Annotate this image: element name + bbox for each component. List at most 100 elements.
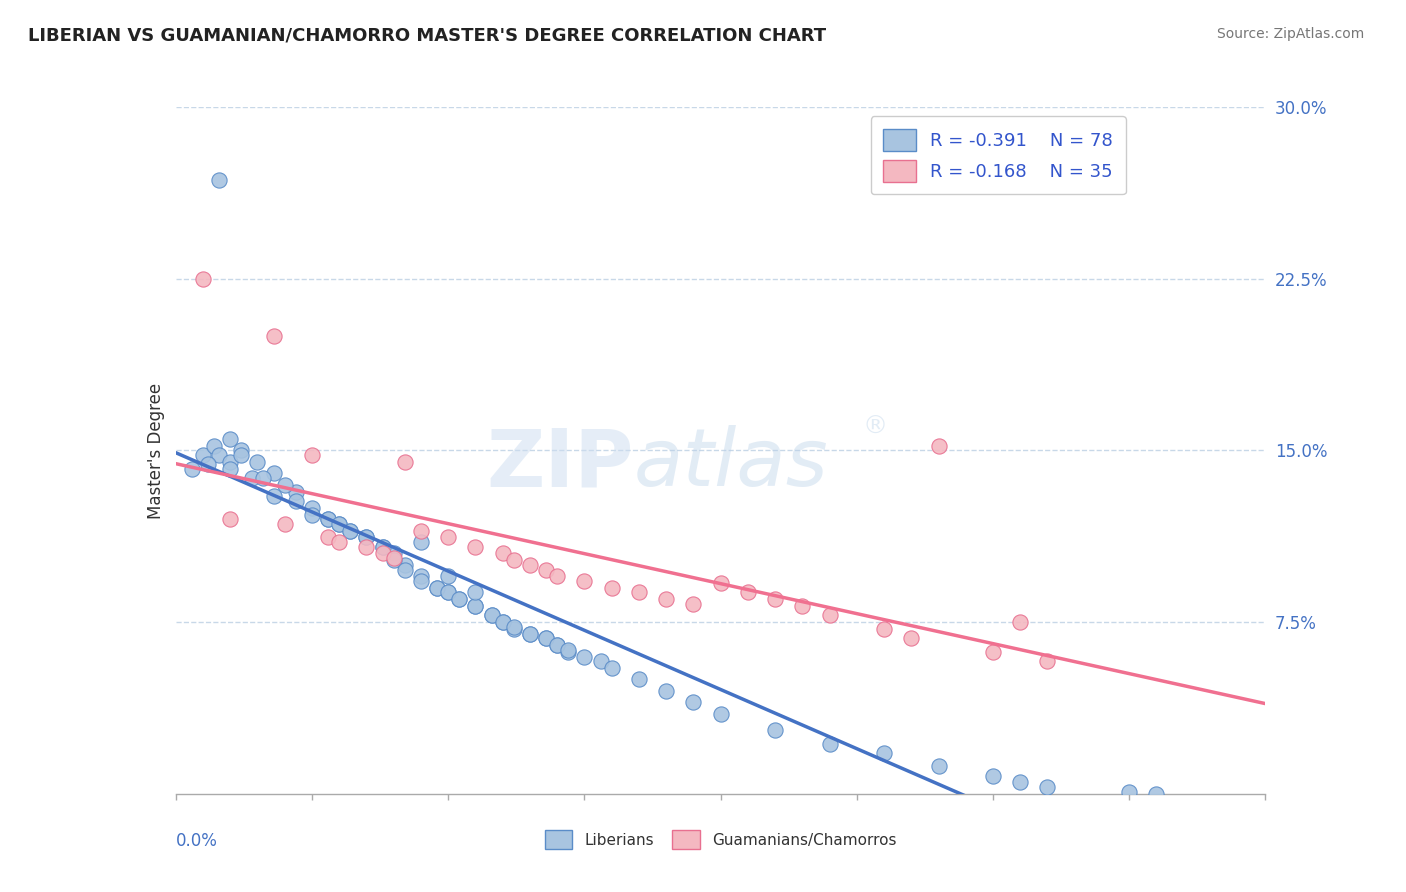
Point bbox=[219, 455, 242, 469]
Point bbox=[981, 645, 1004, 659]
Point bbox=[464, 585, 486, 599]
Point bbox=[682, 597, 704, 611]
Point bbox=[240, 471, 263, 485]
Point bbox=[371, 540, 394, 554]
Point bbox=[464, 540, 486, 554]
Point bbox=[574, 649, 596, 664]
Point bbox=[655, 592, 678, 607]
Point bbox=[534, 631, 557, 645]
Point bbox=[181, 462, 204, 476]
Point bbox=[574, 574, 596, 588]
Point bbox=[534, 631, 557, 645]
Point bbox=[763, 592, 786, 607]
Point bbox=[818, 737, 841, 751]
Point bbox=[682, 695, 704, 709]
Point bbox=[481, 608, 503, 623]
Point bbox=[191, 271, 214, 285]
Point bbox=[231, 443, 253, 458]
Point bbox=[981, 768, 1004, 782]
Point bbox=[928, 439, 950, 453]
Point bbox=[447, 592, 470, 607]
Text: 0.0%: 0.0% bbox=[176, 831, 218, 850]
Point bbox=[208, 173, 231, 187]
Point bbox=[301, 500, 323, 515]
Point bbox=[464, 599, 486, 614]
Point bbox=[1144, 787, 1167, 801]
Point bbox=[356, 531, 378, 545]
Point bbox=[394, 455, 416, 469]
Point bbox=[481, 608, 503, 623]
Point bbox=[328, 516, 350, 531]
Point bbox=[426, 581, 449, 595]
Point bbox=[208, 448, 231, 462]
Point bbox=[534, 562, 557, 576]
Point bbox=[492, 615, 515, 630]
Text: LIBERIAN VS GUAMANIAN/CHAMORRO MASTER'S DEGREE CORRELATION CHART: LIBERIAN VS GUAMANIAN/CHAMORRO MASTER'S … bbox=[28, 27, 827, 45]
Point bbox=[394, 562, 416, 576]
Text: ®: ® bbox=[862, 415, 887, 439]
Point bbox=[627, 585, 650, 599]
Point bbox=[339, 524, 361, 538]
Point bbox=[1036, 654, 1059, 668]
Point bbox=[382, 551, 405, 566]
Text: atlas: atlas bbox=[633, 425, 828, 503]
Y-axis label: Master's Degree: Master's Degree bbox=[146, 383, 165, 518]
Point bbox=[492, 546, 515, 561]
Text: Source: ZipAtlas.com: Source: ZipAtlas.com bbox=[1216, 27, 1364, 41]
Point bbox=[792, 599, 814, 614]
Point bbox=[382, 553, 405, 567]
Point bbox=[301, 448, 323, 462]
Point bbox=[589, 654, 612, 668]
Point bbox=[710, 576, 733, 591]
Point bbox=[519, 626, 541, 640]
Point bbox=[519, 558, 541, 572]
Text: ZIP: ZIP bbox=[486, 425, 633, 503]
Point bbox=[371, 540, 394, 554]
Point bbox=[1010, 775, 1032, 789]
Point bbox=[318, 512, 340, 526]
Point bbox=[263, 489, 285, 503]
Point bbox=[284, 493, 307, 508]
Point bbox=[464, 599, 486, 614]
Point bbox=[546, 638, 568, 652]
Point bbox=[502, 622, 524, 636]
Point bbox=[437, 531, 460, 545]
Point bbox=[409, 574, 432, 588]
Point bbox=[546, 638, 568, 652]
Point bbox=[409, 535, 432, 549]
Point bbox=[394, 558, 416, 572]
Point bbox=[263, 329, 285, 343]
Point bbox=[371, 546, 394, 561]
Point bbox=[502, 553, 524, 567]
Point bbox=[318, 531, 340, 545]
Point bbox=[219, 512, 242, 526]
Point bbox=[1118, 784, 1140, 798]
Point bbox=[328, 535, 350, 549]
Point bbox=[437, 585, 460, 599]
Point bbox=[437, 569, 460, 583]
Point bbox=[1010, 615, 1032, 630]
Point bbox=[546, 569, 568, 583]
Point bbox=[557, 642, 579, 657]
Point bbox=[818, 608, 841, 623]
Point bbox=[447, 592, 470, 607]
Point bbox=[202, 439, 225, 453]
Point bbox=[231, 448, 253, 462]
Point bbox=[252, 471, 274, 485]
Point bbox=[710, 706, 733, 721]
Point bbox=[274, 478, 297, 492]
Point bbox=[197, 457, 219, 471]
Point bbox=[1036, 780, 1059, 794]
Point bbox=[382, 546, 405, 561]
Point bbox=[492, 615, 515, 630]
Point bbox=[356, 540, 378, 554]
Point bbox=[519, 626, 541, 640]
Point bbox=[328, 516, 350, 531]
Point bbox=[600, 661, 623, 675]
Point bbox=[737, 585, 759, 599]
Point bbox=[900, 631, 922, 645]
Point bbox=[873, 622, 896, 636]
Point bbox=[928, 759, 950, 773]
Point bbox=[655, 683, 678, 698]
Point bbox=[356, 531, 378, 545]
